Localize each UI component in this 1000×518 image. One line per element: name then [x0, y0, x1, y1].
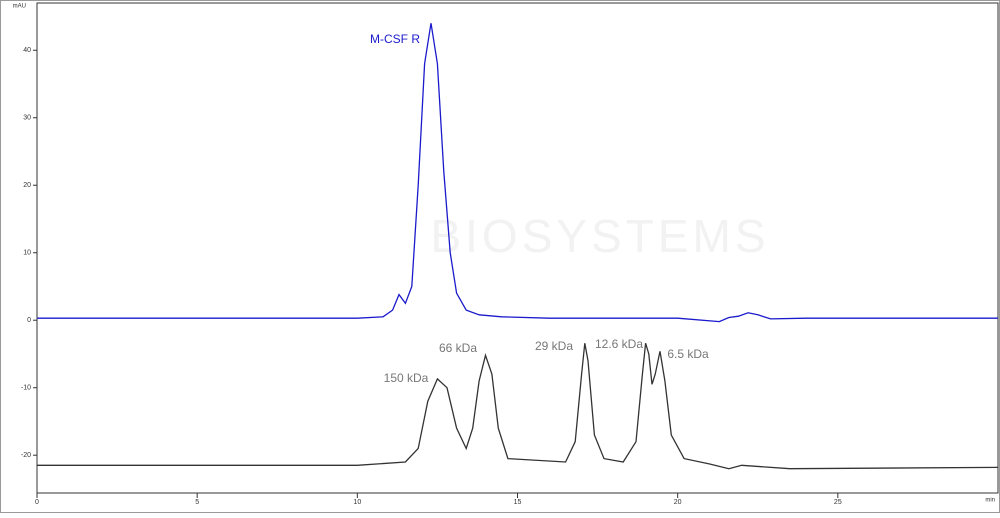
peak-annotation: 6.5 kDa: [667, 347, 709, 361]
y-tick-label: 20: [23, 182, 31, 189]
y-tick-label: 0: [27, 317, 31, 324]
chromatogram-line: [37, 343, 999, 470]
x-axis-label: min: [985, 498, 995, 504]
peak-annotation: 29 kDa: [535, 339, 573, 353]
watermark: BIOSYSTEMS: [430, 210, 769, 262]
x-tick-label: 5: [195, 499, 199, 506]
peak-annotation: M-CSF R: [370, 32, 420, 46]
x-tick-label: 20: [674, 499, 682, 506]
x-tick-label: 25: [834, 499, 842, 506]
chromatogram-line: [37, 23, 998, 323]
peak-annotation: 66 kDa: [439, 341, 477, 355]
y-axis-label: mAU: [13, 4, 26, 10]
peak-annotation: 12.6 kDa: [595, 337, 643, 351]
x-tick-label: 15: [514, 499, 522, 506]
y-tick-label: -20: [21, 452, 31, 459]
peak-annotation: 150 kDa: [384, 371, 429, 385]
y-tick-label: -10: [21, 385, 31, 392]
y-tick-label: 40: [23, 47, 31, 54]
y-tick-label: 30: [23, 115, 31, 122]
x-tick-label: 0: [35, 499, 39, 506]
x-tick-label: 10: [353, 499, 361, 506]
y-tick-label: 10: [23, 250, 31, 257]
